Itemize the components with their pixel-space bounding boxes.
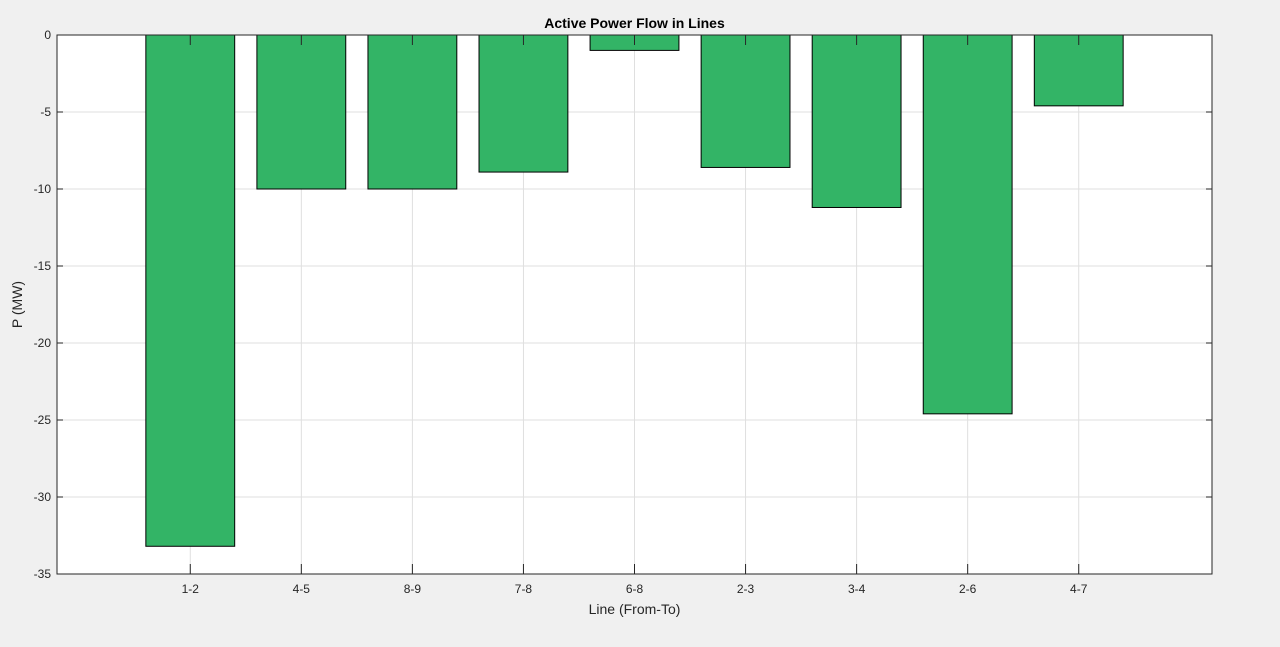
plot-frame bbox=[56, 34, 1213, 575]
x-tick-label: 6-8 bbox=[626, 582, 644, 596]
y-tick-label: -10 bbox=[34, 182, 52, 196]
bar-1-2 bbox=[145, 34, 236, 547]
x-tick-label: 4-7 bbox=[1070, 582, 1088, 596]
y-tick-label: -30 bbox=[34, 490, 52, 504]
bar-3-4 bbox=[811, 34, 902, 208]
y-tick-label: 0 bbox=[44, 28, 51, 42]
x-tick-label: 3-4 bbox=[848, 582, 866, 596]
ticks bbox=[57, 34, 1212, 575]
x-tick-label: 7-8 bbox=[515, 582, 533, 596]
y-tick-label: -15 bbox=[34, 259, 52, 273]
x-tick-label: 4-5 bbox=[293, 582, 311, 596]
y-tick-label: -20 bbox=[34, 336, 52, 350]
bar-8-9 bbox=[367, 34, 458, 190]
bar-7-8 bbox=[478, 34, 569, 173]
y-tick-label: -35 bbox=[34, 567, 52, 581]
tick-labels: 0 -5 -10 -15 -20 -25 -30 -35 1-2 4-5 8-9 7-8 6-8 2-3 3… bbox=[34, 28, 1088, 596]
x-tick-label: 1-2 bbox=[182, 582, 200, 596]
bar-4-7 bbox=[1033, 34, 1124, 107]
bar-2-6 bbox=[922, 34, 1013, 415]
y-tick-label: -5 bbox=[40, 105, 51, 119]
bars bbox=[145, 34, 1124, 547]
y-axis-label: P (MW) bbox=[9, 281, 25, 328]
y-tick-label: -25 bbox=[34, 413, 52, 427]
bar-4-5 bbox=[256, 34, 347, 190]
x-tick-label: 8-9 bbox=[404, 582, 422, 596]
chart-title: Active Power Flow in Lines bbox=[544, 15, 725, 31]
bar-2-3 bbox=[700, 34, 791, 168]
x-tick-label: 2-3 bbox=[737, 582, 755, 596]
x-tick-label: 2-6 bbox=[959, 582, 977, 596]
x-axis-label: Line (From-To) bbox=[589, 601, 681, 617]
